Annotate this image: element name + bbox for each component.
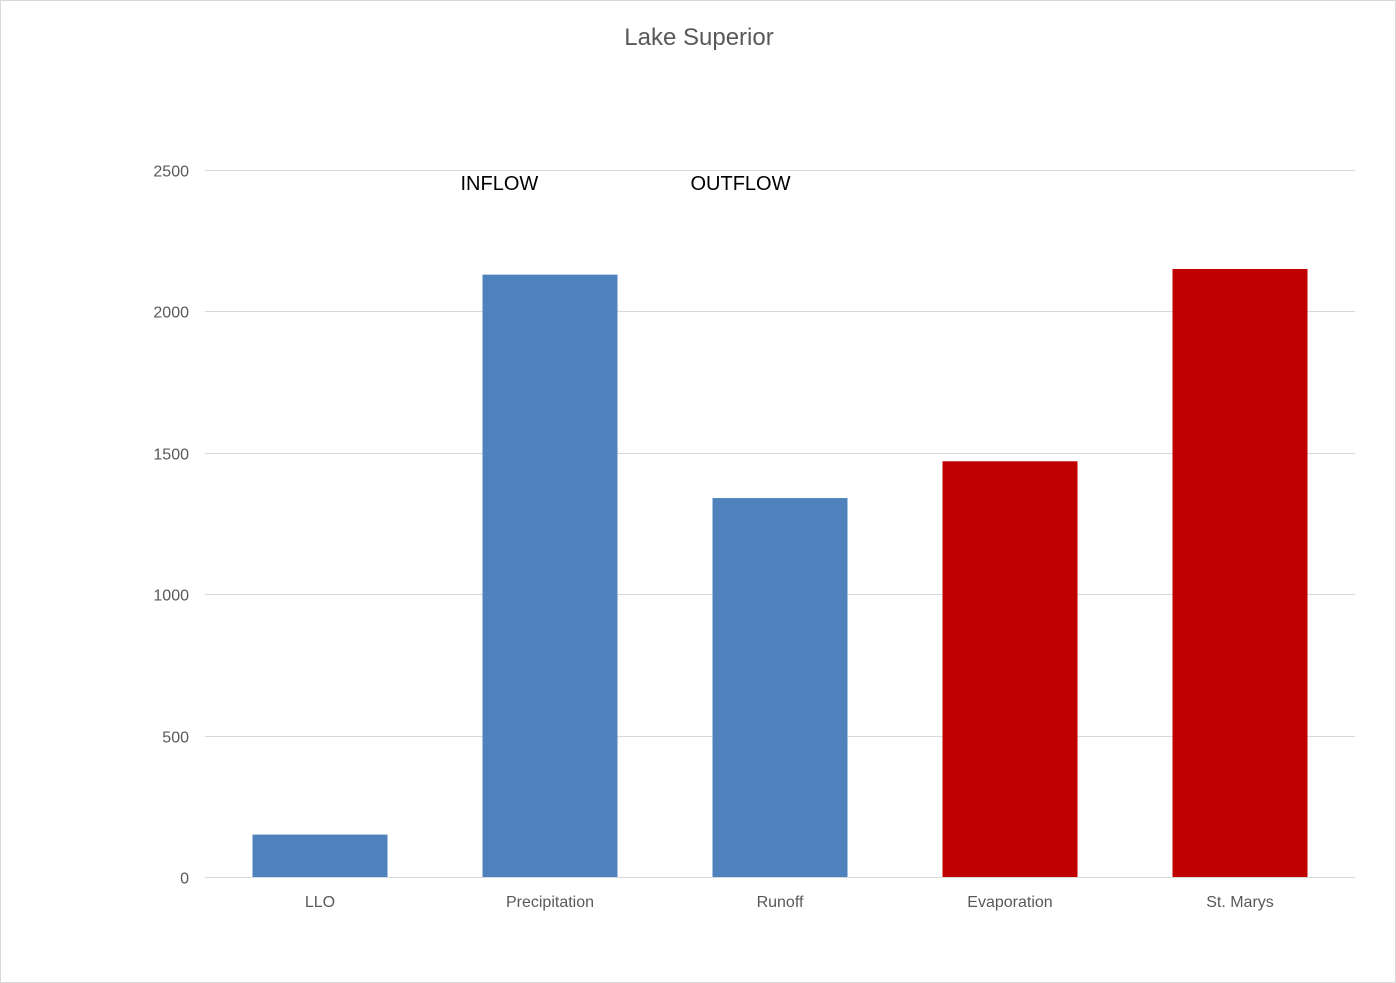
x-category-label: LLO <box>305 894 335 911</box>
bars <box>252 268 1308 878</box>
x-category-label: Evaporation <box>967 894 1052 911</box>
x-category-label: Runoff <box>757 894 804 911</box>
bar-runoff <box>712 498 848 877</box>
bar-precipitation <box>482 274 618 877</box>
bar-llo <box>252 834 388 877</box>
x-category-label: Precipitation <box>506 894 594 911</box>
y-tick-label: 0 <box>180 871 189 888</box>
y-tick-label: 2500 <box>153 164 189 181</box>
x-category-label: St. Marys <box>1206 894 1274 911</box>
annotation-inflow: INFLOW <box>460 173 538 195</box>
bar-st-marys <box>1172 268 1308 878</box>
bar-evaporation <box>942 461 1078 877</box>
chart-title: Lake Superior <box>624 24 773 51</box>
y-tick-label: 2000 <box>153 305 189 322</box>
y-axis-ticks: 0 500 1000 1500 2000 2500 <box>153 164 189 888</box>
x-axis-labels: LLO Precipitation Runoff Evaporation St. Mar… <box>305 894 1274 911</box>
annotations: INFLOW OUTFLOW <box>460 173 790 195</box>
y-tick-label: 1000 <box>153 588 189 605</box>
annotation-outflow: OUTFLOW <box>690 173 790 195</box>
y-tick-label: 1500 <box>153 447 189 464</box>
y-tick-label: 500 <box>162 730 189 747</box>
